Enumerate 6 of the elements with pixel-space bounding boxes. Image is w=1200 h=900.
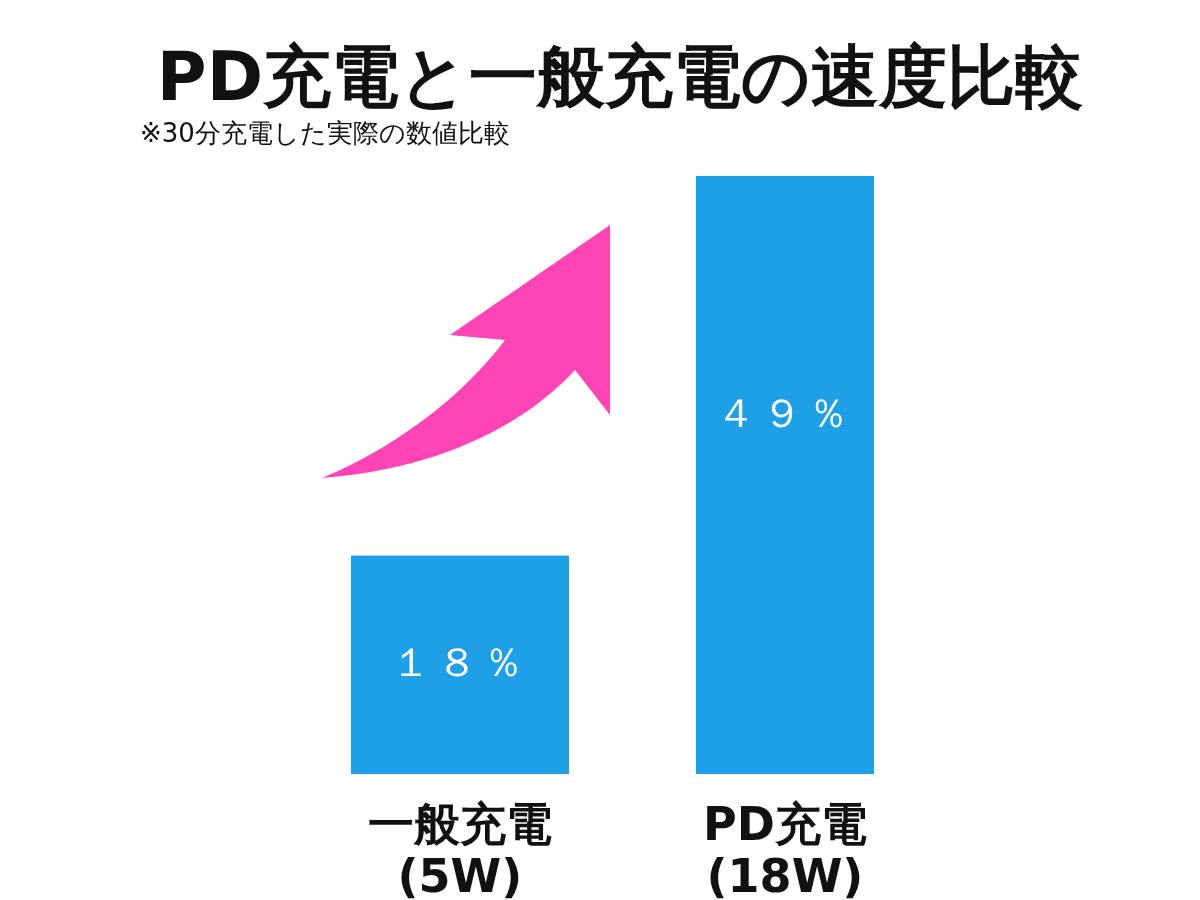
data-label: １８％ bbox=[391, 638, 529, 685]
chart-subtitle: ※30分充電した実際の数値比較 bbox=[140, 118, 510, 148]
data-label: ４９％ bbox=[716, 390, 854, 436]
chart-title: PD充電と一般充電の速度比較 bbox=[156, 37, 1084, 116]
x-tick-label: 一般充電 (5W) bbox=[368, 797, 552, 900]
x-tick-label: PD充電 (18W) bbox=[703, 797, 867, 900]
